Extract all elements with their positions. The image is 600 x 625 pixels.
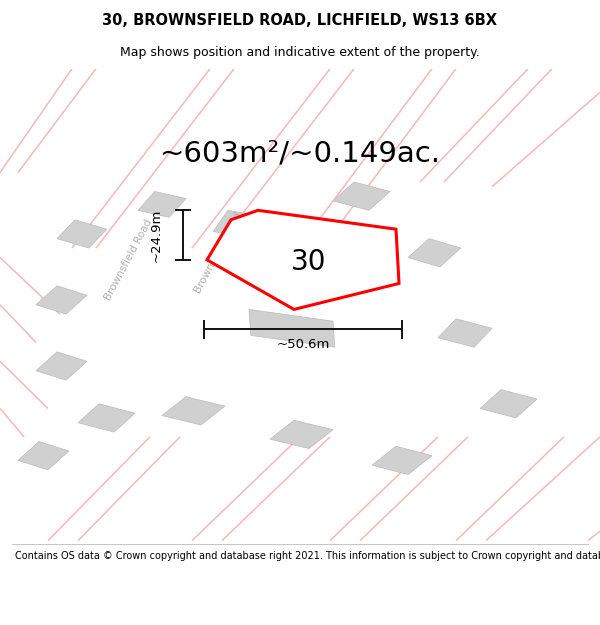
Polygon shape <box>249 309 335 347</box>
Polygon shape <box>270 420 333 449</box>
Polygon shape <box>18 441 69 470</box>
Polygon shape <box>138 191 186 218</box>
Text: Brownsfield Road: Brownsfield Road <box>103 217 155 302</box>
Text: ~50.6m: ~50.6m <box>277 338 329 351</box>
Text: ~603m²/~0.149ac.: ~603m²/~0.149ac. <box>160 139 440 168</box>
Text: Brownsfield Road: Brownsfield Road <box>193 211 245 295</box>
Polygon shape <box>438 319 492 347</box>
Text: 30, BROWNSFIELD ROAD, LICHFIELD, WS13 6BX: 30, BROWNSFIELD ROAD, LICHFIELD, WS13 6B… <box>103 12 497 28</box>
Polygon shape <box>57 220 107 248</box>
Text: ~24.9m: ~24.9m <box>149 208 163 261</box>
Polygon shape <box>162 397 225 425</box>
Polygon shape <box>408 239 461 267</box>
Polygon shape <box>372 446 432 474</box>
Text: Contains OS data © Crown copyright and database right 2021. This information is : Contains OS data © Crown copyright and d… <box>15 551 600 561</box>
Text: 30: 30 <box>291 248 327 276</box>
Polygon shape <box>480 389 537 418</box>
Polygon shape <box>213 210 267 239</box>
Polygon shape <box>36 286 87 314</box>
Text: Map shows position and indicative extent of the property.: Map shows position and indicative extent… <box>120 46 480 59</box>
Polygon shape <box>78 404 135 432</box>
Polygon shape <box>36 352 87 380</box>
Polygon shape <box>333 182 390 210</box>
Polygon shape <box>207 210 399 309</box>
